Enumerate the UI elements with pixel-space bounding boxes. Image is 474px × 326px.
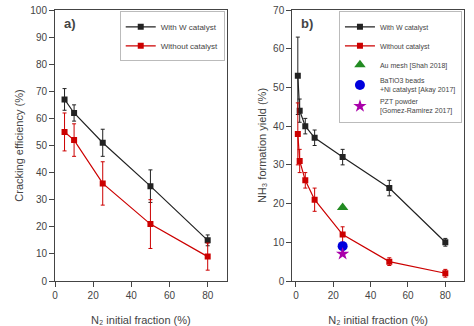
svg-text:Without catalyst: Without catalyst	[380, 43, 429, 51]
svg-text:80: 80	[440, 290, 452, 301]
svg-text:30: 30	[36, 194, 48, 205]
svg-text:40: 40	[36, 167, 48, 178]
svg-text:With W catalyst: With W catalyst	[380, 24, 428, 32]
svg-text:20: 20	[328, 290, 340, 301]
svg-text:20: 20	[36, 221, 48, 232]
svg-text:60: 60	[164, 290, 176, 301]
svg-text:NH₃ formation yield (%): NH₃ formation yield (%)	[256, 88, 268, 203]
svg-text:70: 70	[273, 5, 285, 16]
svg-text:With W catalyst: With W catalyst	[161, 23, 217, 32]
svg-text:40: 40	[126, 290, 138, 301]
svg-text:10: 10	[273, 237, 285, 248]
svg-text:10: 10	[36, 248, 48, 259]
svg-text:80: 80	[202, 290, 214, 301]
svg-text:N₂ initial fraction (%): N₂ initial fraction (%)	[328, 314, 428, 326]
svg-text:70: 70	[36, 86, 48, 97]
svg-text:PZT powder[Gomez-Ramirez 2017]: PZT powder[Gomez-Ramirez 2017]	[380, 98, 452, 115]
svg-text:50: 50	[36, 140, 48, 151]
svg-text:BaTiO3 beads+Ni catalyst [Akay: BaTiO3 beads+Ni catalyst [Akay 2017]	[380, 77, 455, 94]
svg-text:100: 100	[30, 5, 47, 16]
svg-text:30: 30	[273, 159, 285, 170]
svg-text:0: 0	[293, 290, 299, 301]
svg-text:40: 40	[273, 121, 285, 132]
svg-text:60: 60	[402, 290, 414, 301]
svg-text:Cracking efficiency (%): Cracking efficiency (%)	[13, 89, 25, 201]
svg-text:0: 0	[279, 276, 285, 287]
svg-text:50: 50	[273, 82, 285, 93]
svg-text:0: 0	[52, 290, 58, 301]
svg-text:0: 0	[41, 276, 47, 287]
svg-text:90: 90	[36, 32, 48, 43]
svg-text:60: 60	[273, 43, 285, 54]
svg-text:Au mesh [Shah 2018]: Au mesh [Shah 2018]	[380, 62, 447, 70]
svg-text:20: 20	[273, 198, 285, 209]
svg-text:a): a)	[64, 16, 76, 31]
svg-text:Without catalyst: Without catalyst	[161, 42, 218, 51]
svg-text:b): b)	[301, 16, 313, 31]
svg-text:N₂ initial fraction (%): N₂ initial fraction (%)	[91, 314, 191, 326]
svg-text:40: 40	[365, 290, 377, 301]
svg-text:80: 80	[36, 59, 48, 70]
svg-text:60: 60	[36, 113, 48, 124]
svg-text:20: 20	[88, 290, 100, 301]
